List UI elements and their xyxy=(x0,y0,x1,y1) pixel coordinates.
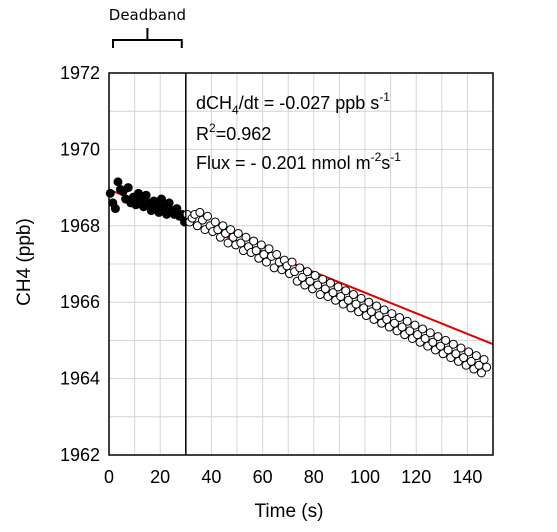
y-tick-label: 1968 xyxy=(60,216,100,236)
x-axis-label: Time (s) xyxy=(255,501,324,522)
measurement-point xyxy=(464,347,474,357)
x-tick-label: 60 xyxy=(253,467,273,487)
y-tick-label: 1962 xyxy=(60,445,100,465)
slope-prefix: dCH xyxy=(196,93,232,113)
measurement-point xyxy=(341,286,351,296)
measurement-point xyxy=(482,362,492,372)
measurement-point xyxy=(261,257,271,267)
measurement-point xyxy=(441,335,451,345)
flux-mid: s xyxy=(381,153,390,173)
flux-superscript-1: -2 xyxy=(371,150,382,164)
measurement-point xyxy=(387,309,397,319)
measurement-point xyxy=(218,221,228,231)
x-tick-label: 100 xyxy=(350,467,380,487)
measurement-point xyxy=(372,301,382,311)
deadband-point xyxy=(156,194,166,204)
data-points-group xyxy=(105,177,492,378)
slope-suffix: /dt = -0.027 ppb s xyxy=(239,93,380,113)
deadband-point xyxy=(164,198,174,208)
measurement-point xyxy=(203,211,213,221)
y-tick-label: 1970 xyxy=(60,139,100,159)
measurement-point xyxy=(310,270,320,280)
measurement-point xyxy=(410,320,420,330)
r2-annotation: R2=0.962 xyxy=(196,121,271,144)
slope-annotation: dCH4/dt = -0.027 ppb s-1 xyxy=(196,90,390,117)
measurement-point xyxy=(348,290,358,300)
x-tick-label: 120 xyxy=(401,467,431,487)
r2-suffix: =0.962 xyxy=(216,124,272,144)
measurement-point xyxy=(233,228,243,238)
y-tick-labels: 1962 1964 1966 1968 1970 1972 xyxy=(60,63,100,465)
slope-subscript: 4 xyxy=(232,103,239,117)
measurement-point xyxy=(402,316,412,326)
measurement-point xyxy=(425,328,435,338)
measurement-point xyxy=(313,280,323,290)
measurement-point xyxy=(256,240,266,250)
x-tick-labels: 0 20 40 60 80 100 120 140 xyxy=(104,467,482,487)
measurement-point xyxy=(476,368,486,378)
measurement-point xyxy=(287,257,297,267)
measurement-point xyxy=(272,249,282,259)
x-tick-label: 20 xyxy=(150,467,170,487)
r2-superscript: 2 xyxy=(209,121,216,135)
measurement-point xyxy=(192,221,202,231)
measurement-point xyxy=(249,236,259,246)
measurement-point xyxy=(210,217,220,227)
r2-prefix: R xyxy=(196,124,209,144)
slope-superscript: -1 xyxy=(379,90,390,104)
deadband-point xyxy=(141,190,151,200)
deadband-bracket xyxy=(112,28,183,48)
measurement-point xyxy=(448,339,458,349)
measurement-point xyxy=(418,324,428,334)
measurement-point xyxy=(295,263,305,273)
y-tick-label: 1966 xyxy=(60,292,100,312)
plot-frame xyxy=(108,72,494,456)
measurement-point xyxy=(379,305,389,315)
measurement-point xyxy=(433,332,443,342)
measurement-point xyxy=(456,343,466,353)
measurement-point xyxy=(364,297,374,307)
measurement-point xyxy=(479,355,489,364)
measurement-point xyxy=(318,274,328,284)
measurement-point xyxy=(195,207,205,217)
y-tick-label: 1972 xyxy=(60,63,100,83)
measurement-point xyxy=(333,282,343,292)
deadband-point xyxy=(113,177,123,187)
deadband-group: Deadband xyxy=(109,6,187,455)
measurement-point xyxy=(325,278,335,288)
x-tick-label: 40 xyxy=(201,467,221,487)
flux-annotation: Flux = - 0.201 nmol m-2s-1 xyxy=(196,150,401,173)
y-tick-label: 1964 xyxy=(60,369,100,389)
measurement-point xyxy=(356,293,366,303)
y-axis-label: CH4 (ppb) xyxy=(14,218,35,306)
measurement-point xyxy=(264,244,274,254)
measurement-point xyxy=(471,351,481,361)
flux-prefix: Flux = - 0.201 nmol m xyxy=(196,153,371,173)
deadband-label: Deadband xyxy=(109,6,186,24)
flux-superscript-2: -1 xyxy=(390,150,401,164)
x-tick-label: 0 xyxy=(104,467,114,487)
measurement-point xyxy=(241,232,251,242)
x-tick-label: 140 xyxy=(452,467,482,487)
deadband-point xyxy=(123,183,133,193)
measurement-point xyxy=(302,267,312,277)
x-tick-label: 80 xyxy=(304,467,324,487)
deadband-point xyxy=(105,188,115,198)
deadband-point xyxy=(110,204,120,214)
measurement-point xyxy=(395,312,405,322)
measurement-point xyxy=(226,225,236,235)
